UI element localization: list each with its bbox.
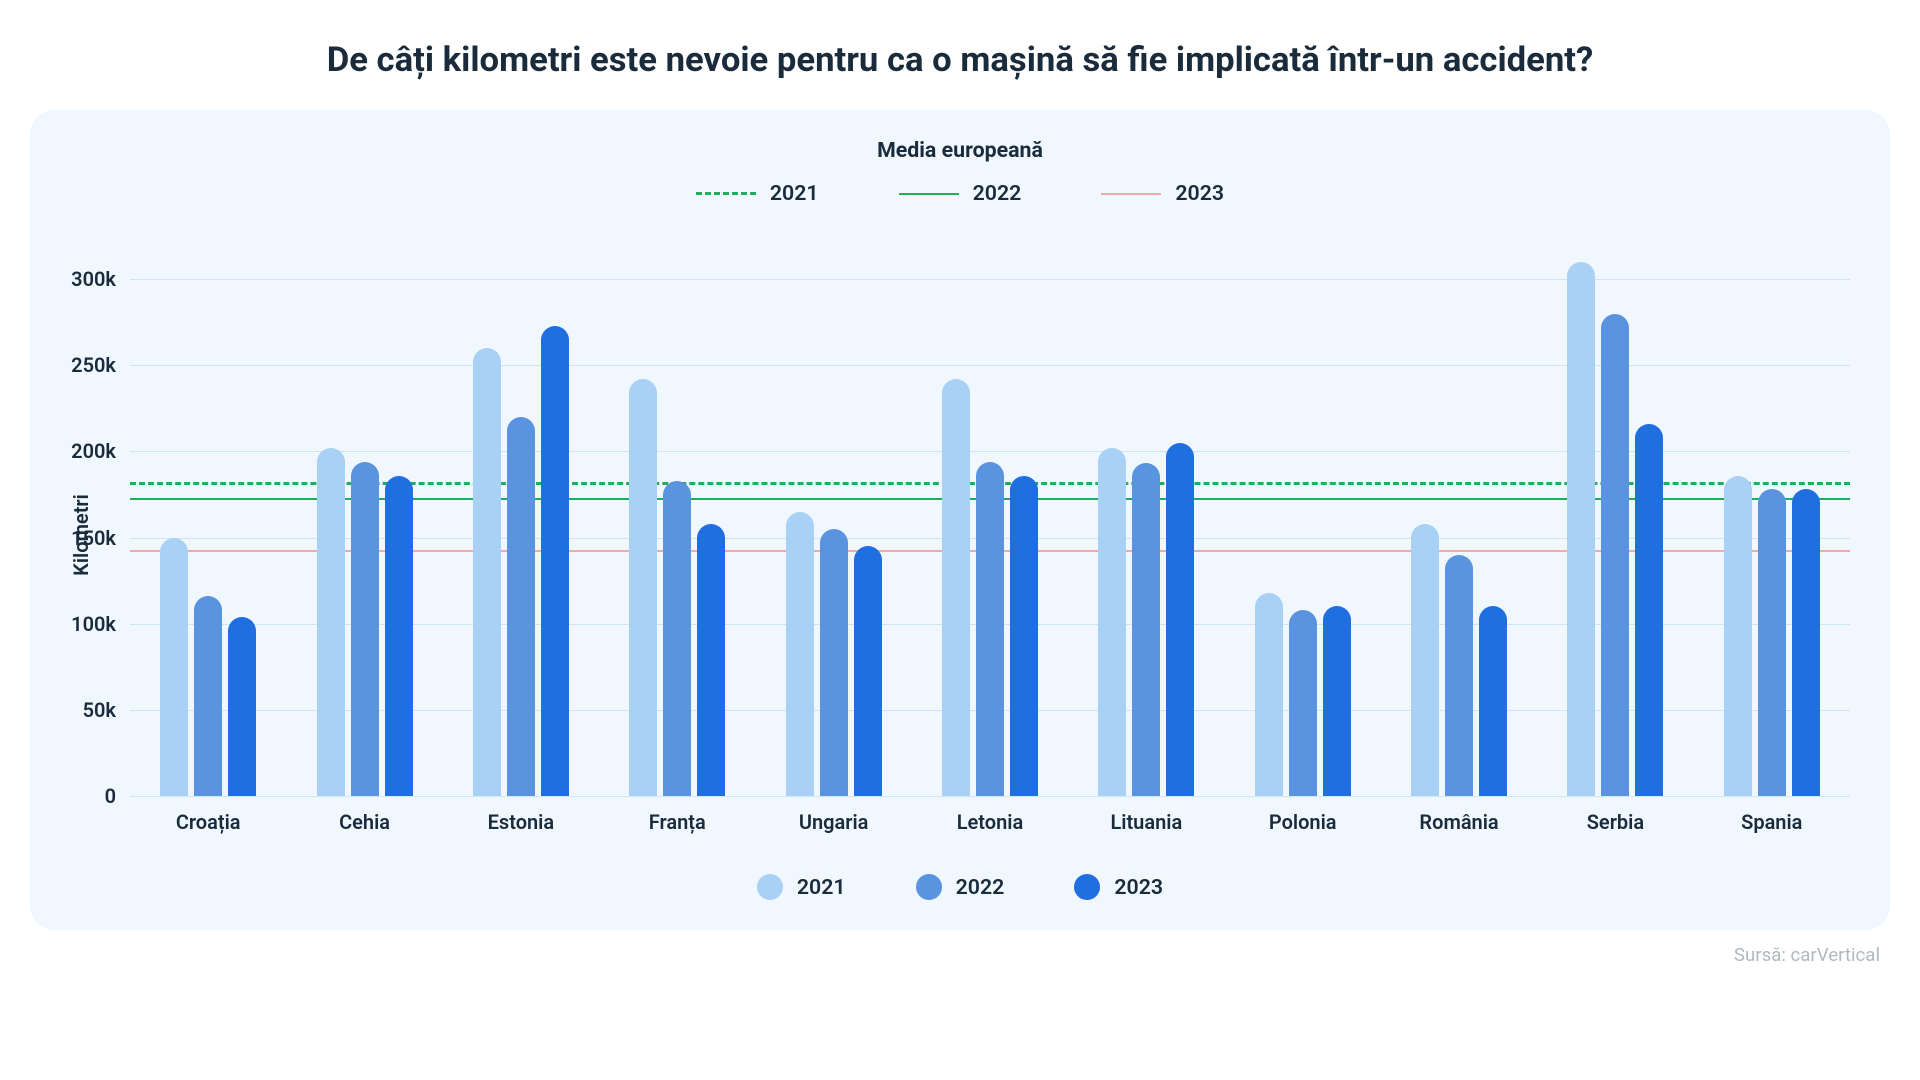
avg-legend-swatch	[899, 193, 959, 195]
bar	[942, 379, 970, 796]
bar-group	[1255, 236, 1351, 796]
x-tick-label: Franța	[609, 810, 745, 834]
bar-group	[317, 236, 413, 796]
bar	[1098, 448, 1126, 796]
bar	[473, 348, 501, 796]
bar	[854, 546, 882, 796]
bar	[507, 417, 535, 796]
page-title: De câți kilometri este nevoie pentru ca …	[30, 40, 1890, 80]
avg-legend-item: 2021	[696, 181, 819, 206]
bar	[976, 462, 1004, 796]
bar-group	[629, 236, 725, 796]
bars-row	[130, 236, 1850, 796]
series-legend-dot	[757, 874, 783, 900]
x-tick-label: Lituania	[1078, 810, 1214, 834]
avg-legend-label: 2023	[1175, 181, 1224, 206]
y-tick-label: 250k	[71, 353, 130, 377]
x-tick-label: Croația	[140, 810, 276, 834]
bar	[1635, 424, 1663, 796]
bar-group	[1098, 236, 1194, 796]
x-tick-label: Spania	[1704, 810, 1840, 834]
y-tick-label: 50k	[83, 698, 130, 722]
x-tick-label: Polonia	[1235, 810, 1371, 834]
gridline	[130, 796, 1850, 797]
chart-subtitle: Media europeană	[30, 138, 1890, 163]
avg-legend-label: 2022	[973, 181, 1022, 206]
plot-area: 050k100k150k200k250k300k	[130, 236, 1850, 796]
bar	[1445, 555, 1473, 796]
bar	[160, 538, 188, 796]
bar	[1792, 489, 1820, 796]
y-tick-label: 300k	[71, 267, 130, 291]
bar	[1289, 610, 1317, 796]
bar	[317, 448, 345, 796]
x-tick-label: Serbia	[1547, 810, 1683, 834]
bar	[1601, 314, 1629, 796]
y-tick-label: 0	[105, 784, 130, 808]
bar	[1758, 489, 1786, 796]
avg-legend-item: 2023	[1101, 181, 1224, 206]
bar	[629, 379, 657, 796]
series-legend-item: 2022	[916, 874, 1005, 900]
bar-group	[1567, 236, 1663, 796]
bar	[697, 524, 725, 796]
series-legend-dot	[916, 874, 942, 900]
bar-group	[160, 236, 256, 796]
bar	[1010, 476, 1038, 796]
x-tick-label: Letonia	[922, 810, 1058, 834]
x-tick-label: România	[1391, 810, 1527, 834]
bar	[786, 512, 814, 796]
avg-legend-swatch	[696, 192, 756, 195]
bar	[1411, 524, 1439, 796]
bar	[228, 617, 256, 796]
x-labels: Croația Cehia Estonia Franța Ungaria Letonia L…	[130, 810, 1850, 834]
y-tick-label: 200k	[71, 439, 130, 463]
series-legend-label: 2023	[1114, 875, 1163, 900]
x-tick-label: Cehia	[297, 810, 433, 834]
series-legend-label: 2022	[956, 875, 1005, 900]
bar	[1132, 463, 1160, 796]
avg-legend-swatch	[1101, 193, 1161, 195]
bar	[194, 596, 222, 796]
y-tick-label: 150k	[71, 526, 130, 550]
series-legend-label: 2021	[797, 875, 846, 900]
avg-legend-label: 2021	[770, 181, 819, 206]
series-legend-item: 2023	[1074, 874, 1163, 900]
bar	[1166, 443, 1194, 796]
series-legend: 2021 2022 2023	[30, 874, 1890, 930]
avg-legend: 2021 2022 2023	[30, 181, 1890, 206]
bar	[1724, 476, 1752, 796]
x-tick-label: Ungaria	[766, 810, 902, 834]
bar-group	[1411, 236, 1507, 796]
x-tick-label: Estonia	[453, 810, 589, 834]
bar	[820, 529, 848, 796]
bar	[1323, 606, 1351, 796]
avg-legend-item: 2022	[899, 181, 1022, 206]
chart-zone: Kilometri 050k100k150k200k250k300k Croaț…	[130, 236, 1850, 834]
source-attribution: Sursă: carVertical	[30, 944, 1890, 966]
bar	[1567, 262, 1595, 796]
series-legend-dot	[1074, 874, 1100, 900]
y-tick-label: 100k	[71, 612, 130, 636]
bar-group	[473, 236, 569, 796]
bar	[1479, 606, 1507, 796]
bar-group	[1724, 236, 1820, 796]
chart-card: Media europeană 2021 2022 2023 Kilometri 0…	[30, 110, 1890, 930]
bar	[663, 481, 691, 796]
bar-group	[942, 236, 1038, 796]
bar	[385, 476, 413, 796]
bar	[1255, 593, 1283, 796]
bar-group	[786, 236, 882, 796]
series-legend-item: 2021	[757, 874, 846, 900]
bar	[351, 462, 379, 796]
bar	[541, 326, 569, 796]
